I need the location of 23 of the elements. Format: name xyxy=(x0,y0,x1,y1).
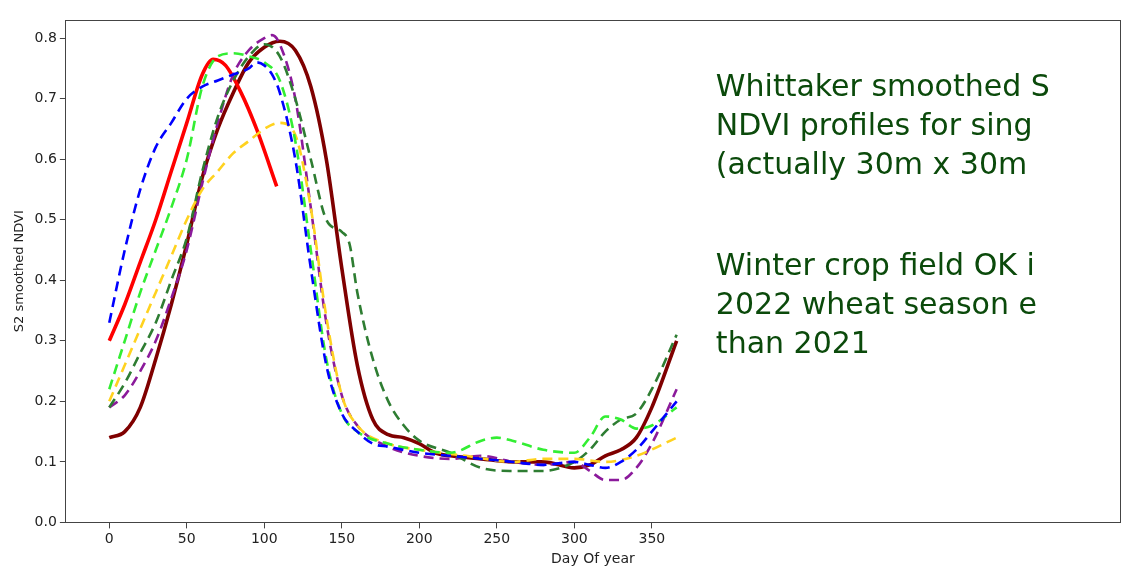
y-tick-label: 0.6 xyxy=(34,149,57,166)
annotation: Whittaker smoothed S NDVI profiles for sing (actually 30m x 30m xyxy=(715,68,1050,181)
y-tick-label: 0.1 xyxy=(34,452,57,469)
y-tick-label: 0.0 xyxy=(34,513,57,530)
x-tick-label: 50 xyxy=(177,530,196,547)
x-tick-label: 200 xyxy=(405,530,433,547)
y-tick-label: 0.3 xyxy=(34,331,57,348)
x-tick-label: 0 xyxy=(104,530,114,547)
y-axis-title: S2 smoothed NDVI xyxy=(11,210,27,333)
annotation: Winter crop field OK i 2022 wheat season e than 2021 xyxy=(715,247,1037,360)
y-tick-label: 0.2 xyxy=(34,391,57,408)
y-tick-label: 0.4 xyxy=(34,270,57,287)
y-tick-label: 0.8 xyxy=(34,28,57,45)
x-tick-label: 150 xyxy=(328,530,356,547)
x-axis-title: Day Of year xyxy=(551,550,636,567)
y-tick-label: 0.7 xyxy=(34,89,57,106)
x-tick-label: 350 xyxy=(638,530,666,547)
line-series xyxy=(107,57,279,343)
x-tick-label: 300 xyxy=(560,530,588,547)
y-tick-label: 0.5 xyxy=(34,210,57,227)
x-tick-label: 250 xyxy=(483,530,511,547)
line-series xyxy=(107,121,678,464)
x-tick-label: 100 xyxy=(250,530,278,547)
